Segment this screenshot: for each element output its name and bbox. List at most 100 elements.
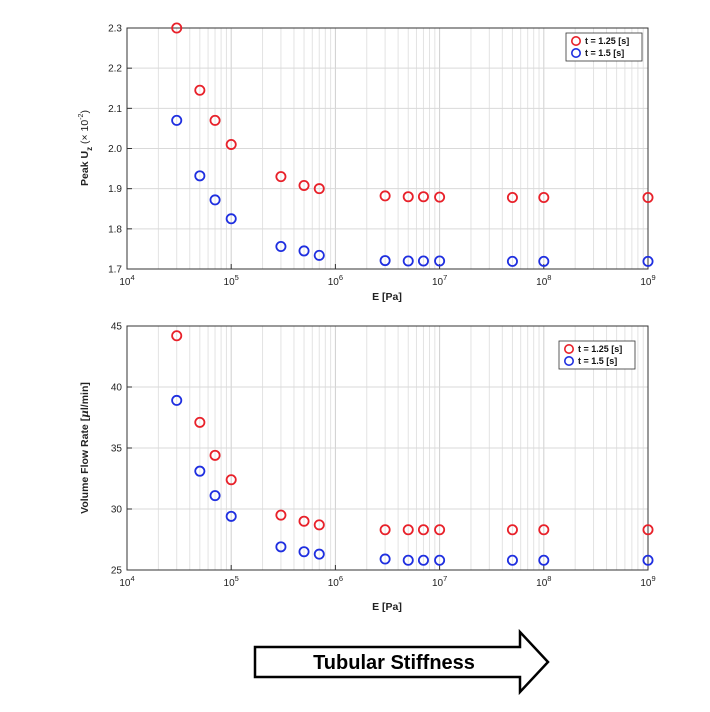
x-tick-label: 106	[328, 273, 343, 288]
y-tick-label: 2.3	[108, 24, 122, 35]
data-point-series-1	[298, 515, 310, 527]
data-point-series-1	[538, 192, 550, 204]
x-tick-label: 105	[224, 273, 239, 288]
data-point-series-2	[506, 554, 518, 566]
x-tick-label: 109	[640, 574, 655, 589]
arrow-label: Tubular Stiffness	[313, 652, 475, 674]
data-point-series-1	[434, 524, 446, 536]
y-axis-label-exp: -2	[78, 113, 85, 119]
data-point-series-1	[225, 474, 237, 486]
data-point-series-2	[538, 554, 550, 566]
y-tick-label: 1.9	[108, 184, 122, 195]
data-point-series-1	[209, 449, 221, 461]
x-tick-label: 107	[432, 574, 447, 589]
data-point-series-2	[379, 553, 391, 565]
y-tick-label: 25	[111, 566, 123, 577]
data-point-series-1	[275, 509, 287, 521]
y-axis-label: Volume Flow Rate [μl/min]	[79, 382, 91, 514]
data-point-series-2	[298, 245, 310, 257]
data-point-series-1	[417, 524, 429, 536]
legend-marker-series-1	[570, 35, 581, 46]
data-point-series-2	[171, 114, 183, 126]
stiffness-arrow: Tubular Stiffness	[253, 628, 550, 696]
y-axis-label-main: Peak U	[79, 151, 91, 186]
legend-label-series-1: t = 1.25 [s]	[585, 36, 629, 46]
y-tick-label: 1.7	[108, 265, 122, 276]
data-points	[171, 330, 654, 566]
legend-label-series-2: t = 1.5 [s]	[585, 48, 624, 58]
y-tick-label: 2.1	[108, 104, 122, 115]
x-tick-label: 109	[640, 273, 655, 288]
data-point-series-1	[379, 524, 391, 536]
y-tick-label: 40	[111, 383, 123, 394]
y-axis-label-close: )	[79, 110, 91, 114]
data-point-series-1	[417, 191, 429, 203]
y-tick-label: 45	[111, 322, 123, 333]
y-axis-label-unit: (× 10	[79, 120, 91, 147]
y-tick-labels: 1.7 1.8 1.9 2.0 2.1 2.2 2.3	[108, 24, 132, 276]
data-point-series-2	[642, 554, 654, 566]
data-point-series-1	[194, 84, 206, 96]
data-point-series-1	[225, 138, 237, 150]
x-tick-label: 106	[328, 574, 343, 589]
data-point-series-2	[194, 170, 206, 182]
data-point-series-1	[402, 191, 414, 203]
y-tick-label: 35	[111, 444, 123, 455]
data-point-series-1	[313, 519, 325, 531]
y-axis-label: Peak Uz (× 10-2)	[78, 110, 94, 186]
data-point-series-1	[538, 524, 550, 536]
data-point-series-2	[313, 249, 325, 261]
data-point-series-2	[417, 554, 429, 566]
data-point-series-1	[275, 171, 287, 183]
data-points	[171, 22, 654, 267]
data-point-series-2	[313, 548, 325, 560]
data-point-series-1	[402, 524, 414, 536]
data-point-series-1	[434, 191, 446, 203]
x-tick-labels: 104 105 106 107 108 109	[119, 565, 656, 589]
x-tick-label: 104	[119, 273, 134, 288]
data-point-series-2	[194, 465, 206, 477]
legend: t = 1.25 [s] t = 1.5 [s]	[565, 32, 643, 62]
data-point-series-2	[434, 554, 446, 566]
data-point-series-2	[225, 213, 237, 225]
data-point-series-1	[171, 22, 183, 34]
data-point-series-1	[379, 190, 391, 202]
data-point-series-1	[194, 416, 206, 428]
y-axis-label-rest: l/min]	[79, 382, 91, 410]
y-axis-label-mu: μ	[79, 410, 91, 418]
data-point-series-2	[171, 394, 183, 406]
y-tick-label: 2.0	[108, 144, 122, 155]
data-point-series-2	[209, 194, 221, 206]
legend-label-series-1: t = 1.25 [s]	[578, 344, 622, 354]
data-point-series-2	[298, 546, 310, 558]
y-axis-label-main: Volume Flow Rate [	[79, 417, 91, 514]
y-tick-label: 2.2	[108, 64, 122, 75]
x-axis-label: E [Pa]	[372, 601, 402, 613]
peak-uz-chart: 1.7 1.8 1.9 2.0 2.1 2.2 2.3 104 105 106 107 108 109…	[78, 22, 656, 303]
legend-marker-series-2	[563, 355, 574, 366]
x-tick-label: 104	[119, 574, 134, 589]
data-point-series-1	[209, 114, 221, 126]
x-tick-label: 108	[536, 273, 551, 288]
x-axis-label: E [Pa]	[372, 291, 402, 303]
x-tick-label: 107	[432, 273, 447, 288]
data-point-series-2	[275, 541, 287, 553]
x-tick-label: 108	[536, 574, 551, 589]
data-point-series-2	[225, 510, 237, 522]
data-point-series-2	[538, 255, 550, 267]
data-point-series-2	[434, 255, 446, 267]
y-tick-label: 30	[111, 505, 123, 516]
data-point-series-1	[313, 183, 325, 195]
data-point-series-2	[402, 255, 414, 267]
data-point-series-1	[506, 192, 518, 204]
data-point-series-2	[506, 255, 518, 267]
legend-marker-series-2	[570, 47, 581, 58]
data-point-series-1	[171, 330, 183, 342]
data-point-series-2	[379, 255, 391, 267]
y-tick-label: 1.8	[108, 224, 122, 235]
legend-marker-series-1	[563, 343, 574, 354]
legend: t = 1.25 [s] t = 1.5 [s]	[558, 340, 636, 370]
x-tick-label: 105	[224, 574, 239, 589]
data-point-series-2	[642, 255, 654, 267]
